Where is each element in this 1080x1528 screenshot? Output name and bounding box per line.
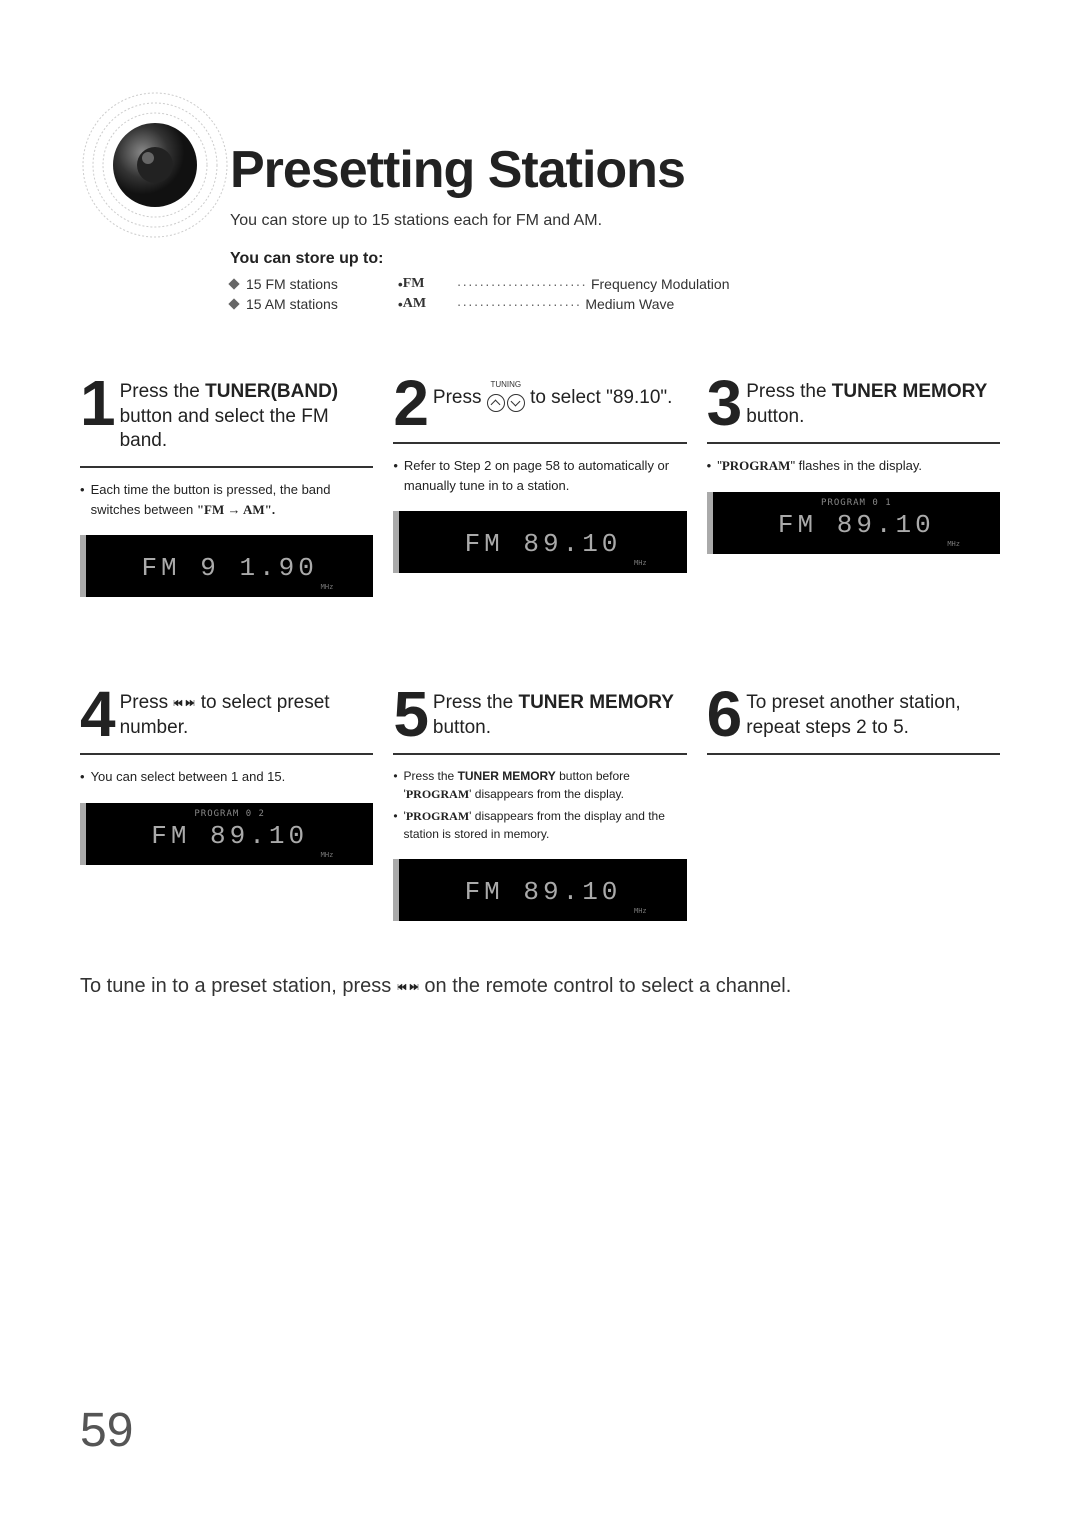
am-storage: 15 AM stations [246,296,338,312]
skip-prev-next-icon [173,697,195,709]
step-notes: •You can select between 1 and 15. [80,767,373,787]
step-number: 5 [393,687,425,741]
lcd-display: PROGRAM 0 1 FM 89.10 MHz [707,492,1000,554]
step-6: 6 To preset another station, repeat step… [707,687,1000,921]
manual-page: Presetting Stations You can store up to … [0,0,1080,1528]
fm-storage: 15 FM stations [246,276,338,292]
display-unit: MHz [321,851,334,859]
step-5: 5 Press the TUNER MEMORY button. •Press … [393,687,686,921]
display-program-indicator: PROGRAM 0 2 [194,809,265,819]
step-instruction: Press the TUNER MEMORY button. [746,376,1000,429]
am-abbrev: AM [403,296,453,312]
fm-abbrev: FM [403,276,453,292]
step-number: 2 [393,376,425,430]
step-3: 3 Press the TUNER MEMORY button. •"PROGR… [707,376,1000,597]
page-subtitle: You can store up to 15 stations each for… [230,212,1000,230]
lcd-display: PROGRAM 0 2 FM 89.10 MHz [80,803,373,865]
fm-definition: Frequency Modulation [591,276,730,292]
band-definitions: • FM·······················Frequency Mod… [398,276,730,316]
lcd-display: FM 9 1.90 MHz [80,535,373,597]
skip-prev-next-icon [397,981,419,993]
tuning-label: TUNING [487,380,525,390]
display-frequency: FM 89.10 [713,510,1000,540]
step-notes: •Each time the button is pressed, the ba… [80,480,373,519]
display-frequency: FM 89.10 [399,529,686,559]
step-instruction: Press TUNING to select "89.10". [433,376,687,416]
display-frequency: FM 89.10 [86,821,373,851]
step-number: 4 [80,687,112,741]
step-4: 4 Press to select preset number. •You ca… [80,687,373,921]
step-number: 3 [707,376,739,430]
step-notes: •Refer to Step 2 on page 58 to automatic… [393,456,686,495]
step-instruction: To preset another station, repeat steps … [746,687,1000,740]
diamond-icon [228,298,239,309]
lcd-display: FM 89.10 MHz [393,859,686,921]
am-definition: Medium Wave [585,296,674,312]
display-frequency: FM 9 1.90 [86,553,373,583]
page-title: Presetting Stations [230,140,1000,200]
speaker-decorative-icon [80,90,230,240]
step-instruction: Press the TUNER MEMORY button. [433,687,687,740]
display-program-indicator: PROGRAM 0 1 [821,498,892,508]
steps-row-1: 1 Press the TUNER(BAND) button and selec… [80,376,1000,597]
tuning-up-down-icon [487,394,525,412]
diamond-icon [228,278,239,289]
steps-row-2: 4 Press to select preset number. •You ca… [80,687,1000,921]
step-number: 6 [707,687,739,741]
store-up-to-label: You can store up to: [230,250,1000,268]
display-unit: MHz [947,540,960,548]
display-unit: MHz [321,583,334,591]
step-number: 1 [80,376,112,430]
page-header: Presetting Stations You can store up to … [230,80,1000,316]
display-unit: MHz [634,559,647,567]
step-instruction: Press to select preset number. [120,687,374,740]
storage-counts: 15 FM stations 15 AM stations [230,276,338,316]
page-number: 59 [80,1403,133,1458]
footer-instruction: To tune in to a preset station, press on… [80,971,1000,1001]
step-1: 1 Press the TUNER(BAND) button and selec… [80,376,373,597]
lcd-display: FM 89.10 MHz [393,511,686,573]
step-2: 2 Press TUNING to select "89.10". •Refer… [393,376,686,597]
display-frequency: FM 89.10 [399,877,686,907]
step-notes: •"PROGRAM" flashes in the display. [707,456,1000,476]
display-unit: MHz [634,907,647,915]
storage-info: 15 FM stations 15 AM stations • FM······… [230,276,1000,316]
step-notes: •Press the TUNER MEMORY button before 'P… [393,767,686,843]
step-instruction: Press the TUNER(BAND) button and select … [120,376,374,454]
